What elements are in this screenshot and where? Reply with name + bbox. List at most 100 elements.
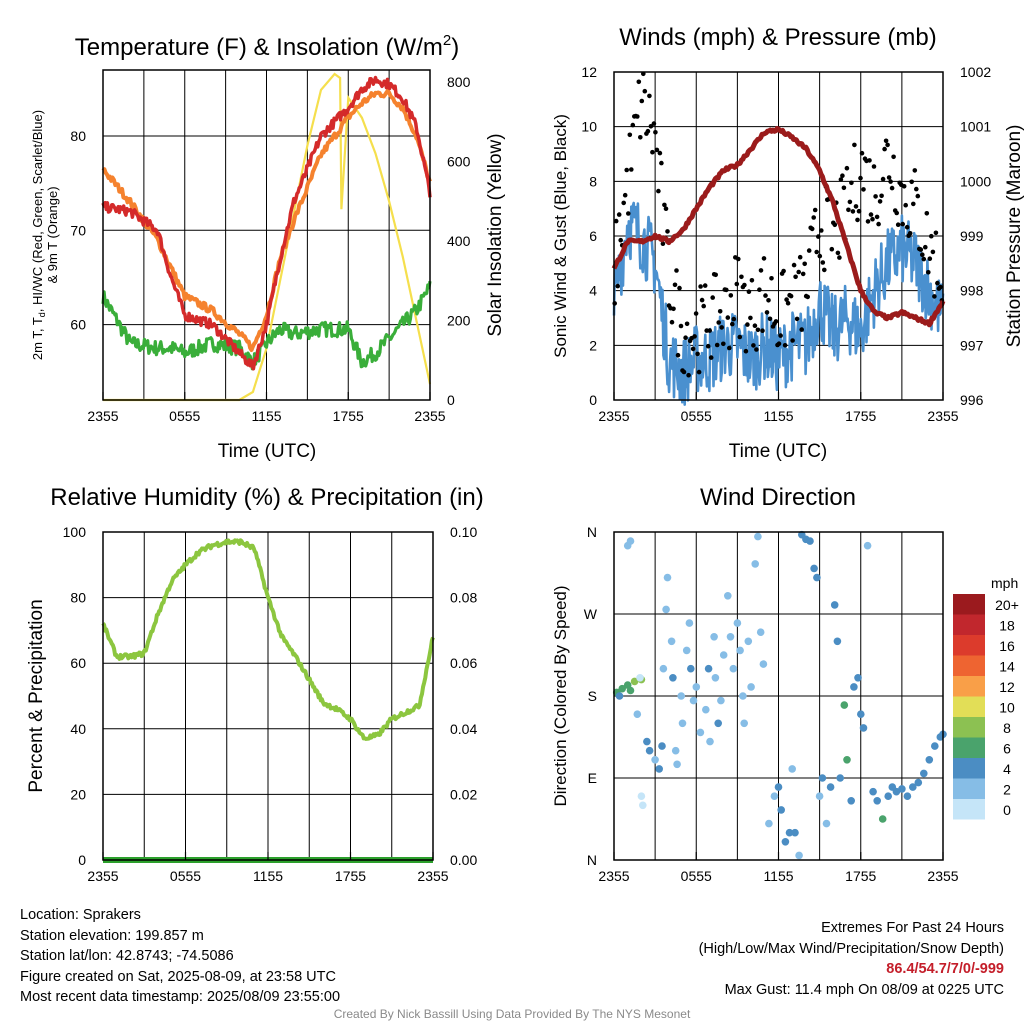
gust-point xyxy=(847,199,853,205)
gust-point xyxy=(829,246,835,252)
humidity-right-tick-label: 0.02 xyxy=(450,786,477,802)
gust-point xyxy=(791,262,797,268)
gust-point xyxy=(755,327,761,333)
winds-left-tick-label: 4 xyxy=(589,283,597,299)
gust-point xyxy=(891,154,896,160)
temperature-title: Temperature (F) & Insolation (W/m2) xyxy=(75,32,459,61)
direction-point xyxy=(636,674,644,682)
winds-left-tick-label: 10 xyxy=(581,119,597,135)
speed-legend-title: mph xyxy=(991,575,1018,591)
direction-point xyxy=(903,792,912,800)
air-temp-line xyxy=(101,75,432,371)
gust-point xyxy=(888,179,893,184)
speed-legend-label: 0 xyxy=(1003,802,1011,818)
temperature-left-tick-label: 60 xyxy=(70,317,86,333)
gust-point xyxy=(707,328,712,333)
sonic-wind-line xyxy=(612,201,945,406)
gust-point xyxy=(871,164,877,169)
direction-x-tick-label: 1155 xyxy=(763,868,793,884)
winds-left-tick-label: 0 xyxy=(589,392,597,408)
temperature-xlabel: Time (UTC) xyxy=(218,441,317,462)
dewpoint-line xyxy=(101,280,432,371)
humidity-x-tick-label: 1155 xyxy=(253,868,283,884)
speed-legend-swatch xyxy=(953,758,985,779)
gust-point xyxy=(693,311,699,316)
gust-point xyxy=(650,149,655,155)
gust-point xyxy=(657,150,663,156)
gust-point xyxy=(909,179,914,185)
winds-xlabel: Time (UTC) xyxy=(729,441,828,462)
gust-point xyxy=(663,206,669,211)
speed-legend-swatch xyxy=(953,778,985,799)
gust-point xyxy=(674,268,679,273)
gust-point xyxy=(627,132,633,138)
gust-point xyxy=(654,147,660,153)
gust-point xyxy=(879,193,884,199)
temperature-left-tick-label: 70 xyxy=(70,222,86,238)
gust-point xyxy=(870,216,875,222)
max-gust: Max Gust: 11.4 mph On 08/09 at 0225 UTC xyxy=(724,981,1004,998)
winds-title: Winds (mph) & Pressure (mb) xyxy=(619,24,936,51)
direction-point xyxy=(615,692,624,700)
winds-x-tick-label: 1155 xyxy=(763,408,793,424)
winds-x-tick-label: 2355 xyxy=(927,408,958,424)
humidity-grid xyxy=(103,532,433,860)
direction-point xyxy=(704,664,713,673)
gust-point xyxy=(721,341,726,347)
gust-point xyxy=(660,241,666,246)
direction-point xyxy=(756,628,765,636)
temperature-panel: Temperature (F) & Insolation (W/m2) 2355… xyxy=(30,32,506,462)
gust-point xyxy=(684,321,690,327)
recent-data-timestamp: Most recent data timestamp: 2025/08/09 2… xyxy=(20,989,341,1005)
gust-point xyxy=(624,167,629,173)
speed-legend-swatch xyxy=(953,614,985,635)
winds-right-tick-label: 1000 xyxy=(960,173,991,189)
gust-point xyxy=(796,269,801,275)
gust-point xyxy=(788,293,794,299)
direction-point xyxy=(873,797,881,805)
humidity-axis-ticks: 2355 0555 1155 1755 23550204060801000.000.02… xyxy=(63,524,478,884)
direction-point xyxy=(884,792,892,800)
gust-point xyxy=(895,222,901,227)
direction-point xyxy=(669,674,677,682)
speed-legend-label: 20+ xyxy=(995,597,1019,613)
gust-point xyxy=(725,315,731,320)
gust-point xyxy=(757,287,762,293)
direction-point xyxy=(618,684,626,693)
humidity-title: Relative Humidity (%) & Precipitation (i… xyxy=(50,484,483,511)
station-latlon: Station lat/lon: 42.8743; -74.5086 xyxy=(20,948,234,964)
gust-point xyxy=(760,328,765,334)
speed-legend-swatch xyxy=(953,635,985,656)
gust-point xyxy=(855,217,860,223)
gust-point xyxy=(686,372,691,378)
temperature-x-tick-label: 0555 xyxy=(169,408,200,424)
gust-point xyxy=(671,306,676,312)
direction-point xyxy=(677,692,685,700)
direction-point xyxy=(840,701,849,709)
gust-point xyxy=(820,260,826,265)
gust-point xyxy=(769,276,774,281)
gust-point xyxy=(630,122,636,128)
gust-point xyxy=(883,138,889,144)
gust-point xyxy=(886,175,892,180)
direction-point xyxy=(806,537,814,545)
temperature-x-tick-label: 1155 xyxy=(251,408,281,424)
gust-point xyxy=(882,146,887,152)
gust-point xyxy=(659,160,664,166)
gust-point xyxy=(841,185,847,191)
gust-point xyxy=(921,256,927,262)
direction-point xyxy=(770,792,779,800)
humidity-x-tick-label: 1755 xyxy=(335,868,366,884)
direction-point xyxy=(826,783,835,791)
gust-point xyxy=(915,193,921,199)
direction-point xyxy=(645,746,654,755)
gust-point xyxy=(923,244,928,250)
winds-right-tick-label: 999 xyxy=(960,228,984,244)
temperature-ylabel-left-line2: & 9m T (Orange) xyxy=(45,186,60,283)
gust-point xyxy=(868,212,874,217)
gust-point xyxy=(816,234,821,239)
direction-point xyxy=(863,541,872,550)
direction-point xyxy=(692,683,701,691)
gust-point xyxy=(665,229,670,234)
direction-point xyxy=(626,537,635,545)
